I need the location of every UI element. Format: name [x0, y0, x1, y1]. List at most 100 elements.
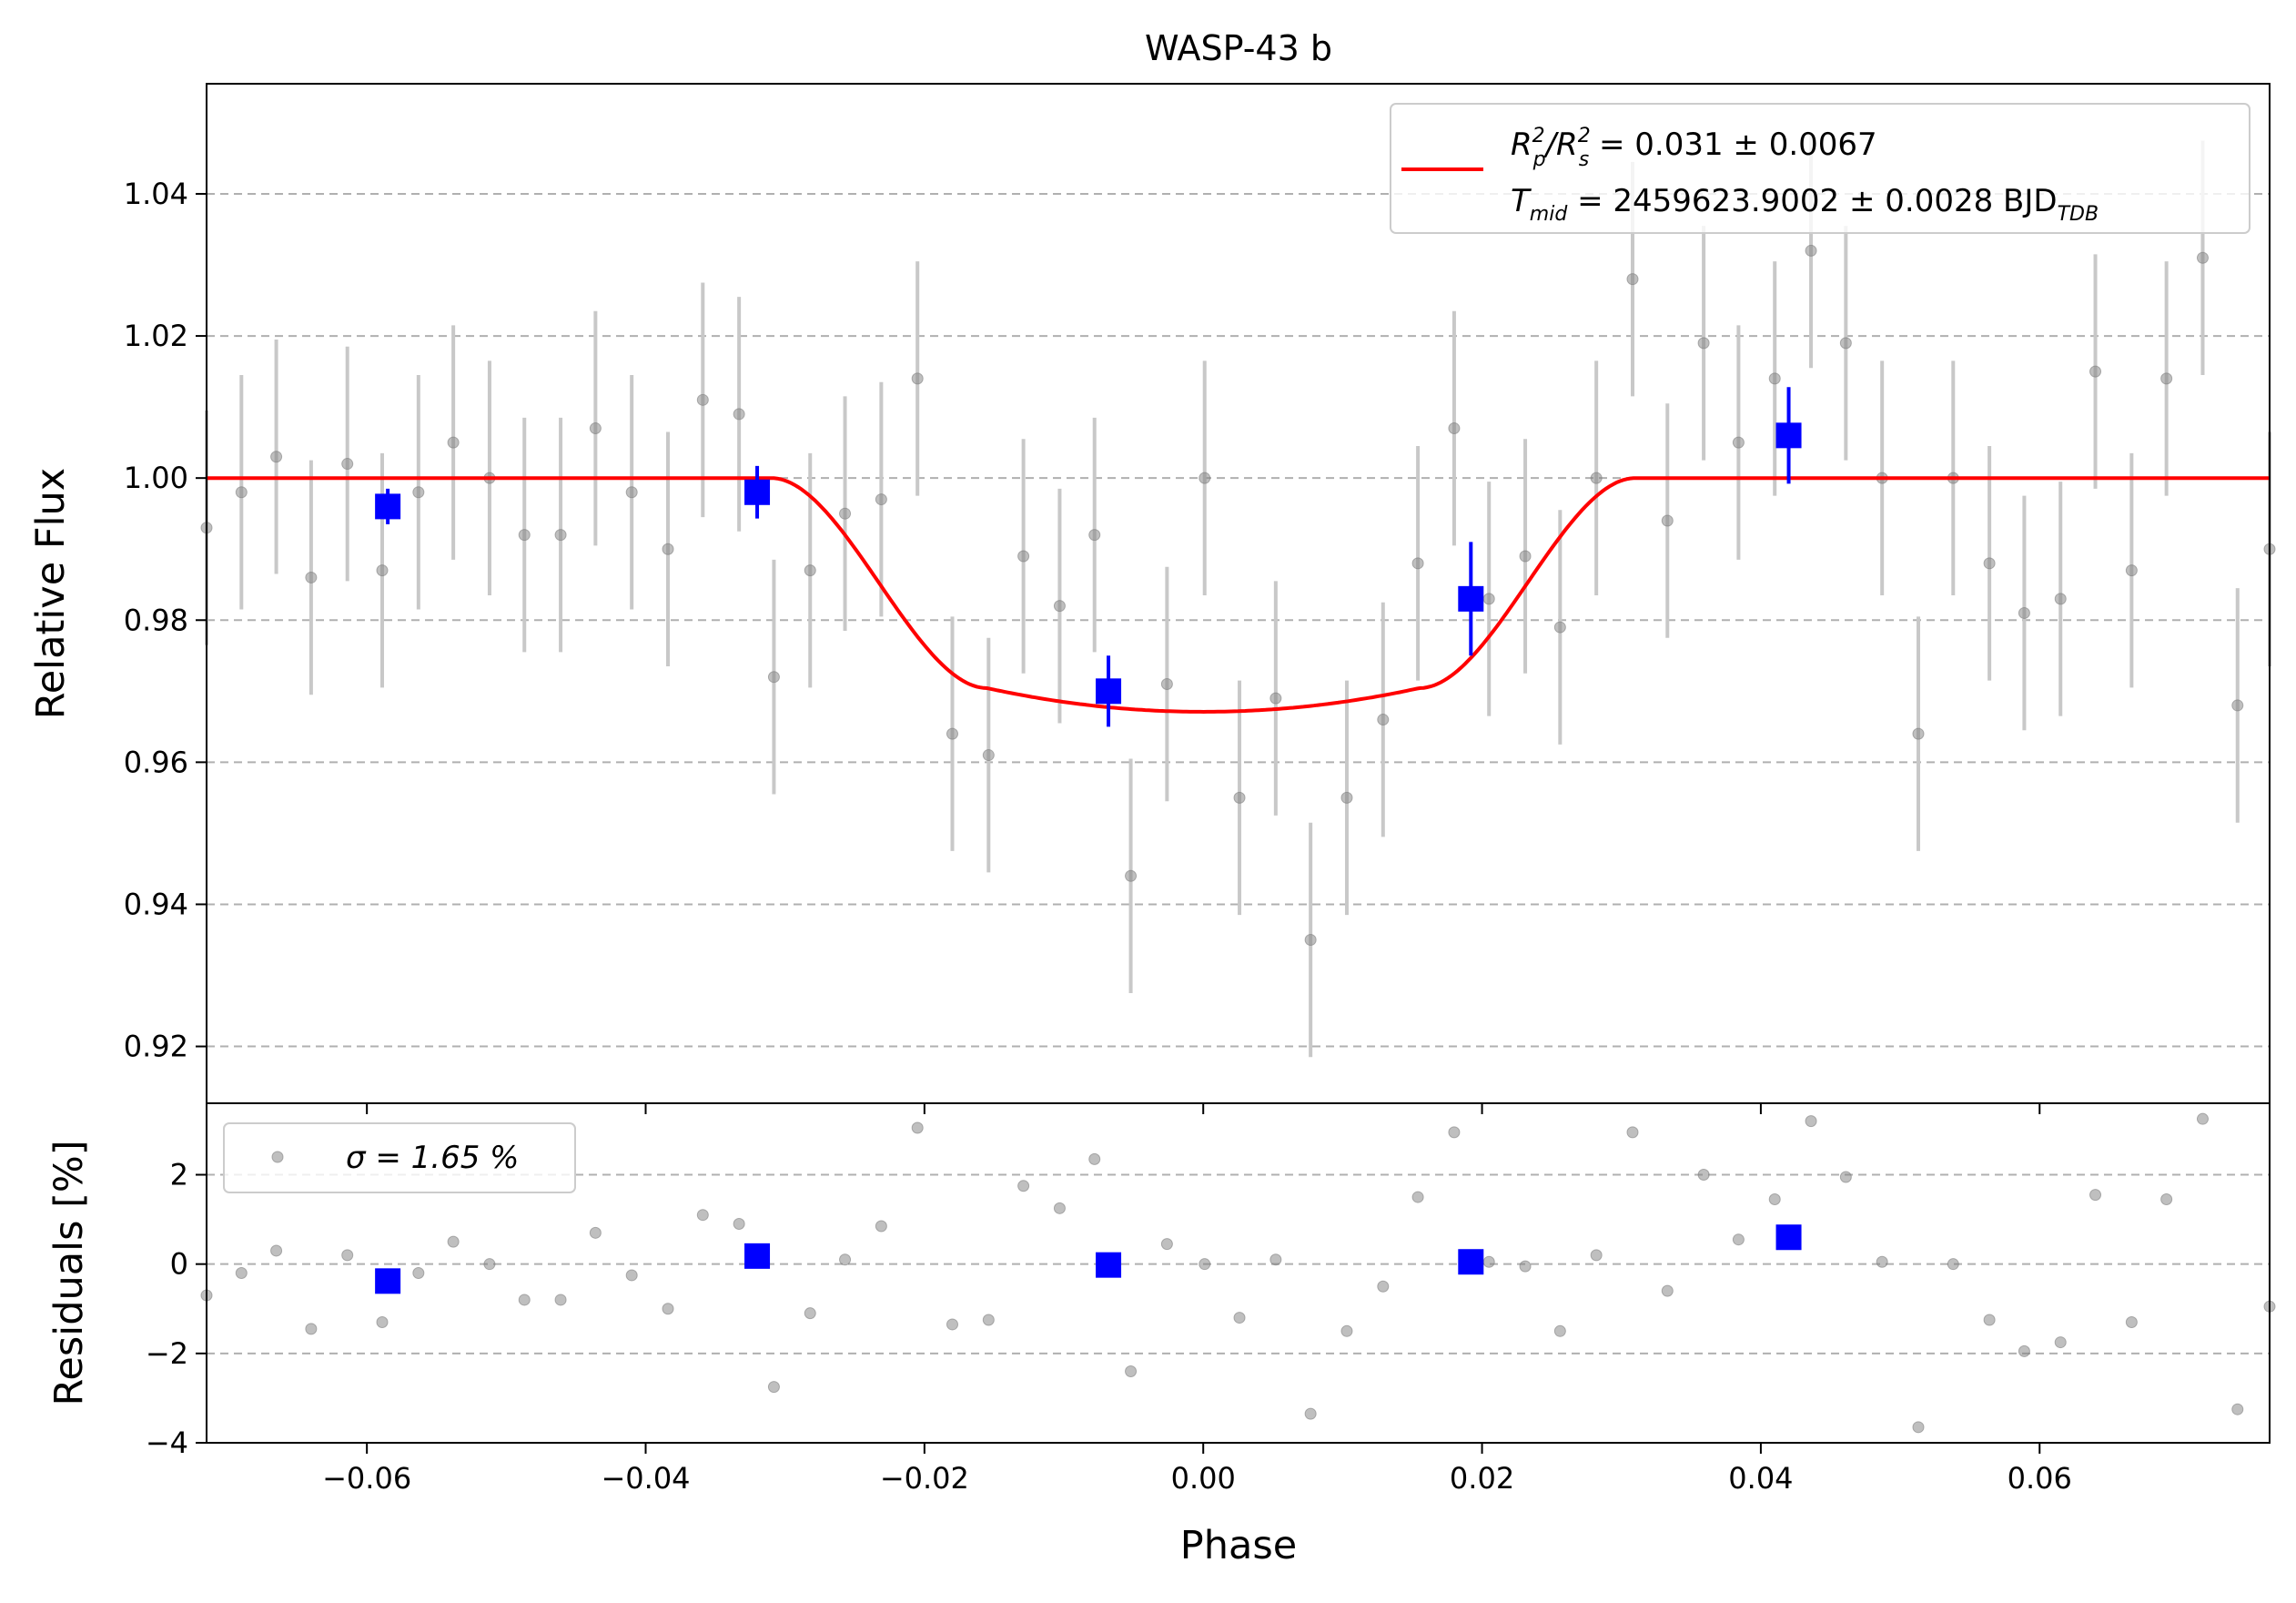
- residuals-raw-point: [1590, 1249, 1603, 1262]
- flux-raw-point: [2089, 365, 2102, 378]
- residuals-y-ticks: −4 −2 0 2: [146, 1158, 207, 1460]
- residuals-panel: −4 −2 0 2 −0.06 −0.04 −0.02 0.00 0.02 0.04 0.06 R…: [46, 1102, 2276, 1568]
- flux-raw-point: [1340, 791, 1353, 804]
- transit-model-line: [207, 476, 2270, 715]
- residuals-raw-point: [1377, 1280, 1390, 1293]
- residuals-raw-point: [1661, 1284, 1674, 1297]
- flux-y-tick-label: 1.04: [124, 177, 188, 211]
- flux-raw-point: [1448, 422, 1461, 435]
- flux-raw-point: [1661, 514, 1674, 527]
- flux-y-ticks: 0.92 0.94 0.96 0.98 1.00 1.02 1.04: [124, 177, 2041, 1114]
- flux-y-tick-label: 0.94: [124, 887, 188, 921]
- phase-x-tick-label: −0.06: [322, 1461, 411, 1496]
- residuals-raw-point: [235, 1267, 248, 1279]
- residuals-raw-point: [2196, 1112, 2209, 1125]
- flux-raw-point: [1697, 337, 1710, 350]
- residuals-raw-point: [1199, 1258, 1211, 1271]
- residuals-raw-point: [1017, 1180, 1030, 1192]
- residuals-raw-point: [1876, 1255, 1888, 1268]
- flux-raw-point: [696, 393, 709, 406]
- residuals-raw-point: [1697, 1169, 1710, 1182]
- flux-y-tick-label: 1.02: [124, 319, 188, 353]
- residuals-raw-point: [911, 1121, 924, 1134]
- residuals-raw-point: [1482, 1255, 1495, 1268]
- flux-y-tick-label: 0.98: [124, 603, 188, 637]
- flux-y-tick-label: 0.92: [124, 1030, 188, 1064]
- residuals-raw-point: [483, 1258, 496, 1271]
- residuals-raw-point: [554, 1294, 567, 1306]
- flux-raw-point: [589, 422, 602, 435]
- flux-raw-point: [1269, 692, 1282, 705]
- residuals-legend-marker: [271, 1151, 284, 1163]
- residuals-raw-point: [804, 1307, 816, 1320]
- flux-y-tick-label: 0.96: [124, 745, 188, 779]
- flux-raw-point: [1768, 372, 1781, 385]
- residuals-legend: σ = 1.65 %: [223, 1122, 576, 1193]
- flux-panel: 0.92 0.94 0.96 0.98 1.00 1.02 1.04 Relative Fl…: [28, 83, 2276, 1114]
- residuals-raw-point: [270, 1244, 283, 1257]
- residuals-raw-point: [305, 1323, 318, 1335]
- flux-raw-point: [875, 493, 887, 506]
- residuals-raw-point: [1269, 1253, 1282, 1266]
- flux-raw-point: [1732, 436, 1745, 449]
- flux-raw-point: [1160, 678, 1173, 691]
- residuals-raw-point: [2231, 1403, 2244, 1415]
- residuals-raw-point: [1626, 1126, 1639, 1139]
- residuals-raw-point: [1947, 1258, 1959, 1271]
- flux-raw-point: [804, 564, 816, 577]
- residuals-raw-point: [1340, 1324, 1353, 1337]
- residuals-raw-point: [2018, 1344, 2030, 1357]
- chart-title: WASP-43 b: [1145, 28, 1332, 68]
- residuals-raw-point: [1519, 1260, 1532, 1273]
- residuals-raw-point: [1053, 1202, 1066, 1214]
- residuals-raw-point: [2160, 1193, 2173, 1206]
- flux-raw-point: [518, 529, 531, 542]
- residuals-raw-points: [200, 1112, 2276, 1434]
- flux-raw-point: [1912, 727, 1925, 740]
- residuals-raw-point: [341, 1249, 354, 1262]
- flux-y-tick-label: 1.00: [124, 461, 188, 495]
- residuals-raw-point: [447, 1235, 460, 1248]
- flux-raw-point: [982, 749, 995, 762]
- flux-binned-point: [1458, 585, 1484, 612]
- flux-raw-point: [1519, 550, 1532, 563]
- residuals-axes-frame: [206, 1102, 2271, 1444]
- residuals-raw-point: [2089, 1189, 2102, 1202]
- residuals-binned-points: [375, 1224, 1802, 1294]
- flux-raw-point: [1482, 593, 1495, 605]
- residuals-y-tick-label: −4: [146, 1425, 188, 1460]
- flux-raw-point: [1304, 933, 1317, 946]
- phase-x-tick-label: −0.04: [601, 1461, 690, 1496]
- flux-binned-point: [1096, 678, 1122, 705]
- residuals-binned-point: [744, 1243, 771, 1269]
- residuals-raw-point: [875, 1220, 887, 1233]
- flux-raw-point: [2054, 593, 2067, 605]
- flux-raw-point: [1590, 472, 1603, 484]
- flux-raw-point: [1199, 472, 1211, 484]
- flux-raw-point: [767, 671, 780, 684]
- flux-raw-point: [235, 486, 248, 499]
- legend-tmid-label: Tmid = 2459623.9002 ± 0.0028 BJDTDB: [1511, 183, 2099, 226]
- residuals-raw-point: [982, 1314, 995, 1326]
- residuals-raw-point: [1304, 1407, 1317, 1420]
- flux-raw-point: [1805, 244, 1817, 257]
- residuals-raw-point: [1839, 1171, 1852, 1183]
- residuals-y-tick-label: 2: [170, 1158, 188, 1192]
- flux-raw-point: [2018, 606, 2030, 619]
- flux-raw-point: [1983, 557, 1996, 570]
- flux-raw-point: [1839, 337, 1852, 350]
- phase-x-ticks: −0.06 −0.04 −0.02 0.00 0.02 0.04 0.06: [322, 1443, 2072, 1496]
- flux-legend-box: [1390, 103, 2250, 234]
- residuals-raw-point: [1448, 1126, 1461, 1139]
- residuals-raw-point: [696, 1209, 709, 1222]
- residuals-raw-point: [839, 1253, 852, 1266]
- flux-raw-point: [662, 543, 674, 555]
- residuals-raw-point: [662, 1303, 674, 1315]
- flux-binned-point: [1775, 422, 1802, 449]
- residuals-raw-point: [589, 1226, 602, 1239]
- flux-raw-point: [341, 458, 354, 471]
- residuals-y-tick-label: −2: [146, 1336, 188, 1371]
- flux-raw-points: [200, 244, 2276, 946]
- flux-raw-point: [2231, 699, 2244, 712]
